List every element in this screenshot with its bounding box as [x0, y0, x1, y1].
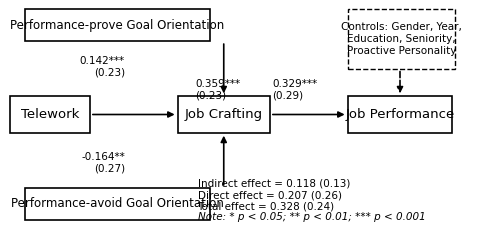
Text: Controls: Gender, Year,
Education, Seniority,
Proactive Personality: Controls: Gender, Year, Education, Senio… — [341, 22, 462, 55]
Text: 0.329***
(0.29): 0.329*** (0.29) — [272, 79, 318, 100]
Text: Telework: Telework — [21, 108, 79, 121]
Text: Note: * p < 0.05; ** p < 0.01; *** p < 0.001: Note: * p < 0.05; ** p < 0.01; *** p < 0… — [198, 212, 425, 222]
Text: Performance-avoid Goal Orientation: Performance-avoid Goal Orientation — [11, 197, 224, 210]
Text: Job Crafting: Job Crafting — [184, 108, 263, 121]
Text: Indirect effect = 0.118 (0.13)
Direct effect = 0.207 (0.26)
Total effect = 0.328: Indirect effect = 0.118 (0.13) Direct ef… — [198, 179, 350, 212]
Text: Job Performance: Job Performance — [346, 108, 455, 121]
FancyBboxPatch shape — [348, 9, 455, 69]
Text: -0.164**
(0.27): -0.164** (0.27) — [81, 152, 125, 173]
FancyBboxPatch shape — [25, 9, 210, 41]
FancyBboxPatch shape — [25, 188, 210, 220]
Text: 0.142***
(0.23): 0.142*** (0.23) — [80, 56, 125, 77]
FancyBboxPatch shape — [348, 96, 453, 133]
FancyBboxPatch shape — [178, 96, 270, 133]
FancyBboxPatch shape — [10, 96, 90, 133]
Text: Performance-prove Goal Orientation: Performance-prove Goal Orientation — [10, 19, 224, 32]
Text: 0.359***
(0.23): 0.359*** (0.23) — [195, 79, 240, 100]
